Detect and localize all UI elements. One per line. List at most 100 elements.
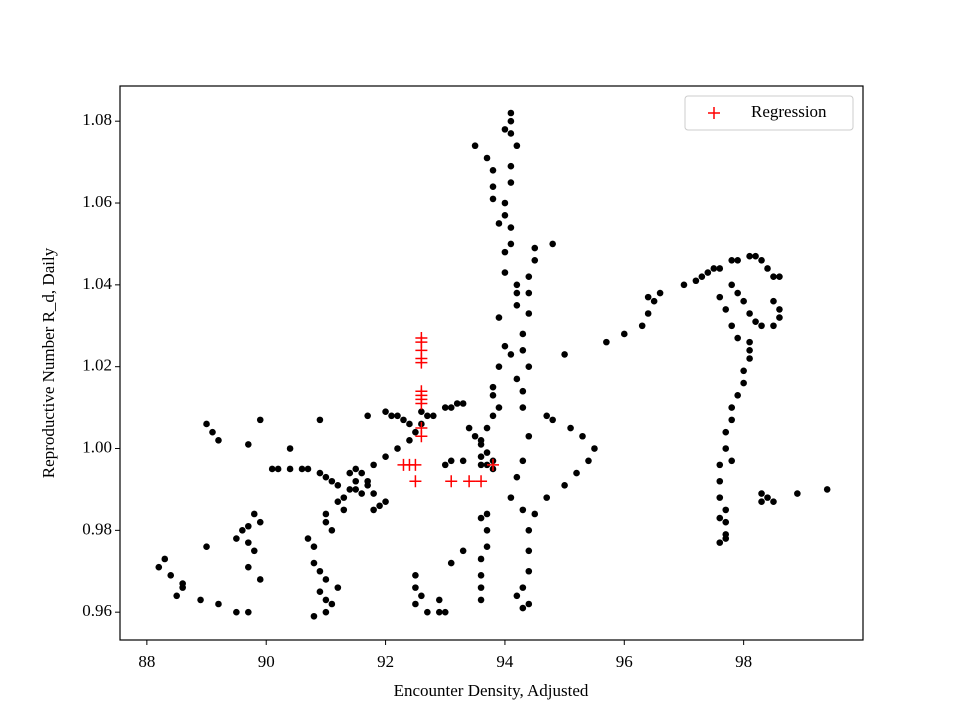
dot-marker xyxy=(722,535,730,542)
dot-marker xyxy=(519,506,527,514)
dot-marker xyxy=(173,592,180,600)
dot-marker xyxy=(507,162,515,170)
dot-marker xyxy=(543,494,551,501)
dot-marker xyxy=(531,510,539,518)
dot-marker xyxy=(722,428,730,436)
dot-marker xyxy=(334,584,342,591)
dot-marker xyxy=(722,306,730,313)
dot-marker xyxy=(501,269,509,276)
plus-marker xyxy=(415,397,428,410)
dot-marker xyxy=(513,592,521,600)
dot-marker xyxy=(728,404,736,411)
dot-marker xyxy=(310,543,318,551)
dot-marker xyxy=(728,457,736,465)
dot-marker xyxy=(382,408,389,415)
dot-marker xyxy=(489,183,497,190)
dot-marker xyxy=(746,252,753,260)
dot-marker xyxy=(388,412,395,420)
dot-marker xyxy=(328,600,336,608)
dot-marker xyxy=(328,477,336,485)
legend-box xyxy=(684,95,854,131)
dot-marker xyxy=(525,310,533,317)
dot-marker xyxy=(322,576,330,583)
dot-marker xyxy=(435,596,443,604)
y-tick-label: 0.96 xyxy=(82,601,112,620)
dot-marker xyxy=(286,465,294,473)
dot-marker xyxy=(519,457,527,465)
dot-marker xyxy=(710,265,718,272)
dot-marker xyxy=(477,453,485,460)
dot-marker xyxy=(483,527,491,534)
x-tick-label: 92 xyxy=(377,652,394,671)
dot-marker xyxy=(346,469,354,477)
y-tick-label: 1.00 xyxy=(82,437,112,456)
dot-marker xyxy=(358,469,365,477)
dot-marker xyxy=(740,379,747,387)
dot-marker xyxy=(286,445,294,452)
dot-marker xyxy=(644,293,652,301)
dot-marker xyxy=(698,273,706,280)
dot-marker xyxy=(740,367,747,375)
dot-marker xyxy=(656,289,664,297)
dot-marker xyxy=(441,608,449,616)
dot-marker xyxy=(435,608,443,616)
dot-marker xyxy=(489,383,497,391)
dot-marker xyxy=(603,338,610,346)
plot-frame xyxy=(119,85,864,641)
dot-marker xyxy=(525,527,533,534)
dot-marker xyxy=(746,338,753,346)
dot-marker xyxy=(519,387,527,395)
dot-marker xyxy=(382,498,389,506)
dot-marker xyxy=(245,563,252,571)
dot-marker xyxy=(370,490,377,497)
dot-marker xyxy=(519,584,527,591)
dot-marker xyxy=(561,351,568,358)
dot-marker xyxy=(477,596,485,604)
dot-marker xyxy=(489,166,497,174)
dot-marker xyxy=(752,252,759,260)
y-tick-label: 1.04 xyxy=(82,274,112,293)
dot-marker xyxy=(245,522,252,530)
dot-marker xyxy=(501,211,509,219)
x-tick-label: 90 xyxy=(258,652,275,671)
dot-marker xyxy=(513,375,521,383)
dot-marker xyxy=(483,449,491,456)
dot-marker xyxy=(728,281,736,289)
dot-marker xyxy=(513,142,521,150)
dot-marker xyxy=(245,441,252,448)
dot-marker xyxy=(477,555,485,563)
dot-marker xyxy=(483,424,491,432)
dot-marker xyxy=(549,240,556,248)
dot-marker xyxy=(501,126,509,133)
dot-marker xyxy=(370,506,377,514)
dot-marker xyxy=(507,224,515,231)
dot-marker xyxy=(203,543,210,551)
dot-marker xyxy=(561,482,568,489)
plus-marker xyxy=(475,475,488,488)
dot-marker xyxy=(376,502,383,510)
dot-marker xyxy=(525,600,533,608)
dot-marker xyxy=(316,416,324,424)
dot-marker xyxy=(495,314,503,321)
legend-marker xyxy=(708,107,720,119)
dot-marker xyxy=(525,273,533,280)
dot-marker xyxy=(543,412,551,420)
dot-marker xyxy=(734,392,741,399)
dot-marker xyxy=(471,142,479,150)
dot-marker xyxy=(728,416,736,424)
dot-marker xyxy=(489,412,497,420)
dot-marker xyxy=(716,293,724,301)
dot-marker xyxy=(352,477,360,485)
dot-marker xyxy=(692,277,700,285)
dot-marker xyxy=(215,600,222,608)
dot-marker xyxy=(424,412,431,420)
x-tick-label: 96 xyxy=(616,652,633,671)
plus-marker xyxy=(409,475,422,488)
dot-marker xyxy=(471,432,479,440)
plus-marker xyxy=(486,458,499,471)
dot-marker xyxy=(758,257,765,264)
legend-label: Regression xyxy=(751,102,827,121)
dot-marker xyxy=(567,424,574,432)
dot-marker xyxy=(364,482,371,489)
dot-marker xyxy=(394,445,401,452)
